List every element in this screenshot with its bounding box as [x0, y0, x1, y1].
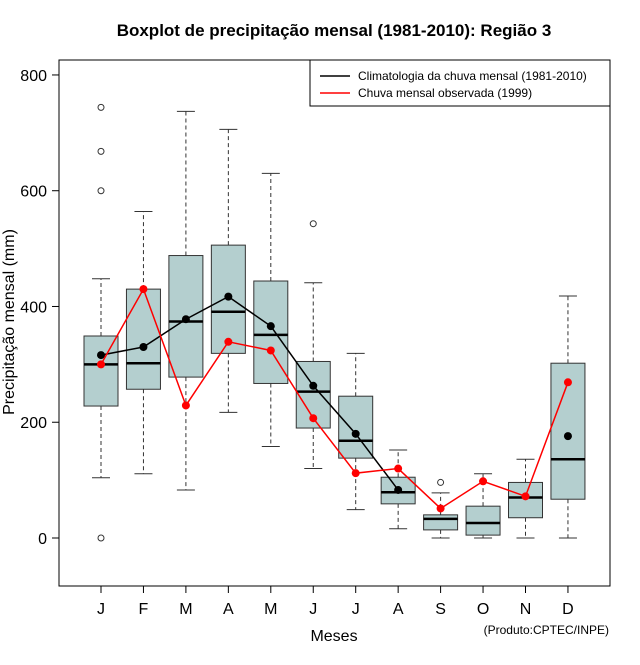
series-point-0 [139, 342, 148, 351]
series-point-1 [436, 504, 445, 513]
series-point-0 [181, 315, 190, 324]
outlier-point [97, 187, 105, 195]
outlier-point [437, 478, 445, 486]
outlier-point [97, 103, 105, 111]
box-iqr [423, 514, 459, 531]
legend-label-climatology: Climatologia da chuva mensal (1981-2010) [358, 69, 587, 83]
x-tick-label: M [264, 601, 277, 618]
series-point-1 [97, 360, 105, 369]
series-line-1 [100, 287, 569, 510]
y-tick-label: 400 [20, 299, 47, 316]
x-tick-label: N [520, 601, 532, 618]
x-tick-label: A [393, 601, 404, 618]
series-line-0 [100, 295, 399, 491]
box-1 [125, 211, 161, 475]
box-iqr [253, 280, 289, 384]
series-point-1 [309, 414, 318, 423]
series-point-0 [224, 292, 233, 301]
box-5 [295, 220, 331, 470]
legend-label-observed: Chuva mensal observada (1999) [358, 86, 532, 100]
chart-title: Boxplot de precipitação mensal (1981-201… [117, 21, 552, 40]
x-tick-label: J [309, 601, 317, 618]
box-2 [168, 110, 204, 491]
legend: Climatologia da chuva mensal (1981-2010)… [309, 59, 611, 107]
y-axis: 0 200 400 600 800 [20, 68, 60, 548]
series-point-1 [181, 401, 190, 410]
y-tick-label: 0 [38, 531, 47, 548]
box-iqr [83, 335, 119, 407]
box-0 [83, 103, 119, 542]
x-axis-label: Meses [310, 628, 357, 645]
legend-box [309, 59, 611, 107]
series-point-1 [351, 469, 360, 478]
box-iqr [338, 395, 374, 459]
y-tick-label: 200 [20, 415, 47, 432]
box-11 [550, 295, 586, 539]
series-point-0 [266, 322, 275, 331]
x-tick-label: O [477, 601, 489, 618]
series-point-1 [139, 285, 148, 294]
box-3 [210, 128, 246, 413]
series-point-1 [266, 346, 275, 355]
box-iqr [465, 505, 501, 536]
series-point-1 [394, 464, 403, 473]
x-tick-label: S [435, 601, 446, 618]
box-4 [253, 172, 289, 448]
x-tick-label: A [223, 601, 234, 618]
series-point-0 [563, 432, 572, 441]
boxes [83, 103, 586, 542]
x-tick-label: J [97, 601, 105, 618]
x-tick-label: M [179, 601, 192, 618]
box-9 [465, 473, 501, 539]
credit-text: (Produto:CPTEC/INPE) [484, 623, 609, 637]
y-tick-label: 800 [20, 68, 47, 85]
series-point-1 [224, 337, 233, 346]
series-point-1 [563, 378, 572, 387]
series-point-1 [479, 477, 488, 486]
series-point-0 [97, 351, 105, 360]
series-lines [97, 285, 572, 513]
y-axis-label: Precipitação mensal (mm) [1, 229, 18, 415]
box-8 [423, 478, 459, 539]
box-6 [338, 352, 374, 511]
x-tick-label: F [139, 601, 149, 618]
series-point-0 [309, 381, 318, 390]
outlier-point [309, 220, 317, 228]
x-tick-label: J [352, 601, 360, 618]
series-point-0 [394, 485, 403, 494]
series-point-0 [351, 429, 360, 438]
x-tick-label: D [562, 601, 574, 618]
y-tick-label: 600 [20, 184, 47, 201]
series-point-1 [521, 492, 530, 501]
outlier-point [97, 534, 105, 542]
outlier-point [97, 147, 105, 155]
